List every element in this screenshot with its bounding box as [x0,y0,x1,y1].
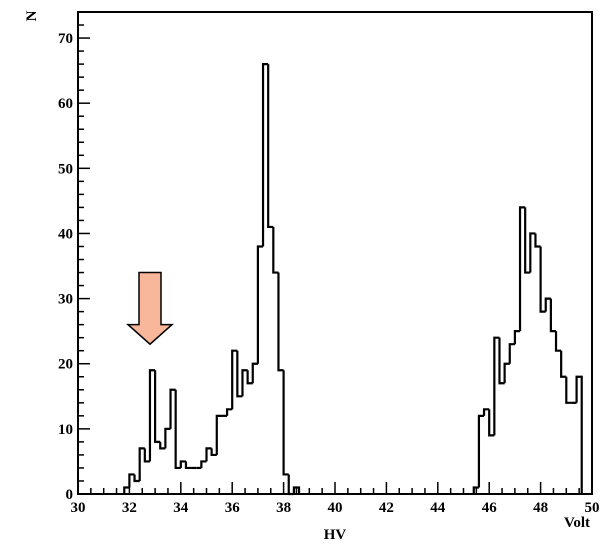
histogram-bin [143,448,150,463]
histogram-bin [184,461,192,470]
down-arrow-annotation [126,271,174,346]
histogram-bin [282,370,289,476]
x-tick-label: 46 [482,500,498,516]
x-axis-title: HV [324,527,347,543]
histogram-bin [472,486,479,494]
y-tick-label: 70 [58,31,73,47]
histogram-bin [148,369,156,462]
histogram-bin [215,414,222,455]
y-axis-title: N [24,10,40,21]
y-tick-label: 10 [58,422,73,438]
x-tick-label: 44 [430,500,446,516]
histogram-bin [488,409,495,437]
histogram-bin [272,226,279,274]
y-tick-label: 60 [58,96,73,112]
x-tick-label: 34 [173,500,189,516]
histogram-bin [518,206,526,332]
histogram-bin [493,336,500,436]
x-tick-label: 50 [585,500,600,516]
histogram-bin [200,460,207,468]
histogram-bin [554,331,562,352]
histogram-bin [236,350,243,398]
y-tick-label: 30 [58,292,73,308]
histogram-bin [123,486,130,494]
histogram-bin [503,362,510,384]
histogram-bin [169,388,176,429]
y-tick-label: 20 [58,357,73,373]
histogram-bin [539,246,546,313]
x-tick-label: 30 [71,500,86,516]
histogram-bin [210,448,217,457]
annotation-layer [126,271,174,346]
histogram-bin [508,343,515,364]
histogram-bin [549,298,557,333]
histogram-bin [179,460,186,468]
histogram-bin [560,350,567,378]
histogram-bin [225,408,233,416]
histogram-bin [246,370,253,385]
x-tick-label: 38 [276,500,291,516]
histogram-bin [267,64,274,229]
histogram-bin [292,486,301,494]
y-tick-label: 40 [58,226,73,242]
histogram-bin [241,369,248,397]
y-tick-label: 0 [66,487,74,503]
histogram-bin [138,447,145,481]
histogram-bin [261,63,269,247]
histogram-bin [565,376,572,404]
x-tick-label: 48 [533,500,548,516]
histogram-bin [159,441,166,450]
histogram-bin [205,447,212,462]
plot-area [123,63,583,496]
histogram-bin [256,245,264,364]
histogram-bin [498,337,505,385]
histogram-bin [164,427,171,449]
histogram-bin [575,375,583,494]
histogram-bin [277,272,284,372]
histogram-bin [513,330,521,345]
histogram-bin [154,370,161,443]
x-axis-unit-label: Volt [564,515,590,531]
histogram-bin [524,207,531,274]
x-tick-label: 40 [328,500,343,516]
histogram-bin [482,408,490,416]
x-tick-label: 42 [379,500,394,516]
x-tick-label: 32 [122,500,137,516]
y-tick-label: 50 [58,161,73,177]
histogram-bin [251,362,258,384]
histogram-bin [133,474,140,483]
histogram-bin [231,349,238,410]
histogram-bin [477,414,485,488]
histogram-bin [534,233,541,248]
histogram-bin [544,297,551,312]
histogram-bin [174,389,181,470]
axes: 30 32 34 36 38 40 42 44 46 48 50 0 10 20 30 40 50 60 70 [58,11,600,516]
x-tick-label: 36 [225,500,241,516]
histogram-bin [529,232,536,273]
